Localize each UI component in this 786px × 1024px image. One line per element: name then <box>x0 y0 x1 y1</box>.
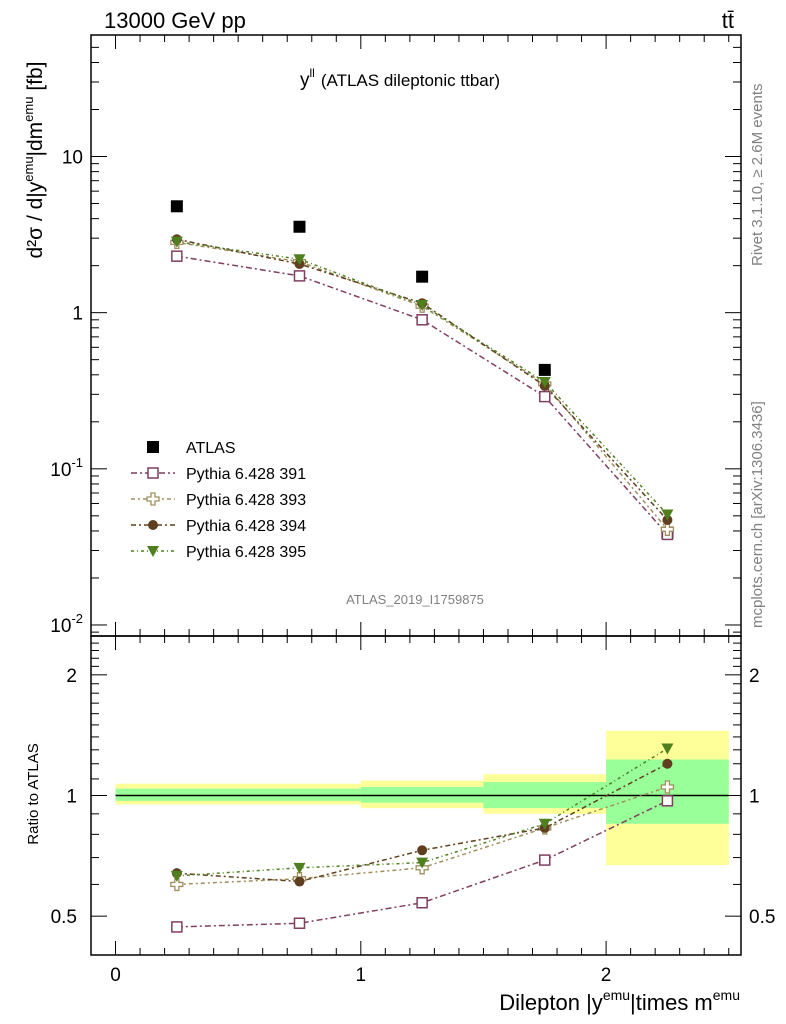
ratio-y-tick-label-right: 0.5 <box>749 907 775 928</box>
data-point <box>293 220 306 233</box>
ratio-y-tick-label: 2 <box>66 666 77 687</box>
legend-marker <box>147 546 159 557</box>
legend: ATLAS Pythia 6.428 391 Pythia 6.428 393 Pyt… <box>131 440 306 561</box>
data-point <box>660 522 675 536</box>
ratio-point <box>417 845 428 856</box>
data-point <box>416 299 429 311</box>
data-point <box>416 270 429 283</box>
header-right: tt̄ <box>722 8 734 33</box>
data-point <box>539 390 551 403</box>
data-point <box>416 314 428 326</box>
y-tick-label: 10-1 <box>50 455 83 481</box>
legend-label: Pythia 6.428 395 <box>186 544 306 561</box>
x-axis-label: Dilepton |yemu|times memu <box>499 987 740 1015</box>
ratio-band-stat <box>115 788 361 801</box>
data-point <box>171 250 183 262</box>
y-tick-label: 10 <box>62 148 83 169</box>
ratio-point <box>170 877 184 892</box>
legend-marker <box>147 467 159 479</box>
legend-marker <box>148 520 158 530</box>
ratio-point <box>661 743 674 755</box>
ratio-y-tick-label: 0.5 <box>51 907 77 928</box>
data-point <box>538 363 551 376</box>
y-tick-label: 10-2 <box>50 611 83 637</box>
mcplots-credit-text: mcplots.cern.ch [arXiv:1306.3436] <box>749 401 766 628</box>
analysis-watermark: ATLAS_2019_I1759875 <box>346 592 484 607</box>
ratio-point <box>293 862 306 874</box>
ratio-y-tick-label-right: 1 <box>749 787 760 808</box>
header-left: 13000 GeV pp <box>104 8 246 33</box>
ratio-point <box>416 897 428 909</box>
data-point <box>170 236 183 248</box>
y-tick-label: 1 <box>72 304 83 325</box>
ratio-point <box>538 818 551 830</box>
legend-label: Pythia 6.428 391 <box>186 466 306 483</box>
legend-label: Pythia 6.428 394 <box>186 518 306 535</box>
ratio-y-axis-label: Ratio to ATLAS <box>25 743 42 844</box>
legend-marker <box>147 441 159 453</box>
ratio-point <box>170 870 183 882</box>
plot-title: yll (ATLAS dileptonic ttbar) <box>300 66 500 91</box>
x-tick-label: 0 <box>110 965 121 986</box>
y-axis-label-main: d²σ / d|yemu|dmemu [fb] <box>21 61 47 258</box>
data-point <box>170 200 183 213</box>
legend-label: ATLAS <box>186 440 236 457</box>
ratio-series-line <box>176 747 668 877</box>
ratio-point <box>416 857 429 869</box>
ratio-point <box>662 758 673 769</box>
data-point <box>293 254 306 266</box>
ratio-point <box>294 876 305 887</box>
ratio-point <box>171 921 183 933</box>
data-point <box>661 509 674 521</box>
rivet-version-text: Rivet 3.1.10, ≥ 2.6M events <box>749 84 766 267</box>
x-tick-label: 1 <box>356 965 367 986</box>
ratio-plot: 0 1 2 0.5 0.5 1 1 2 2 <box>51 622 775 986</box>
legend-marker <box>146 492 160 506</box>
ratio-point <box>660 780 675 794</box>
legend-label: Pythia 6.428 393 <box>186 492 306 509</box>
data-point <box>538 376 551 388</box>
ratio-point <box>539 854 551 866</box>
ratio-y-tick-label: 1 <box>66 787 77 808</box>
ratio-y-tick-label-right: 2 <box>749 666 760 687</box>
ratio-point <box>293 917 306 930</box>
ratio-point <box>661 795 674 807</box>
series-line <box>176 241 668 530</box>
series-line <box>176 240 668 515</box>
data-point <box>293 270 306 282</box>
x-tick-label: 2 <box>601 965 612 986</box>
